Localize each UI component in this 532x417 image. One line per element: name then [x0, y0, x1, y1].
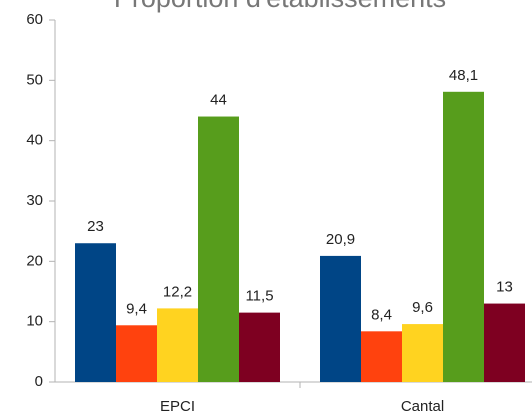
bar: [320, 255, 361, 382]
y-tick-label: 0: [35, 373, 43, 390]
chart-title: Proportion d'établissements: [114, 0, 446, 13]
bar: [361, 331, 402, 382]
x-tick-label: EPCI: [160, 398, 195, 415]
y-tick-label: 50: [26, 71, 43, 88]
data-label: 48,1: [449, 67, 478, 84]
data-label: 20,9: [326, 231, 355, 248]
data-label: 8,4: [371, 306, 392, 323]
y-tick-label: 10: [26, 313, 43, 330]
y-tick-label: 20: [26, 252, 43, 269]
y-tick-label: 40: [26, 132, 43, 149]
y-tick-label: 60: [26, 11, 43, 28]
bar: [116, 325, 157, 382]
data-label: 23: [87, 218, 104, 235]
bar: [75, 243, 116, 382]
bar: [484, 303, 525, 382]
x-tick-label: Cantal: [401, 398, 444, 415]
data-label: 44: [210, 92, 227, 109]
data-label: 9,4: [126, 300, 147, 317]
bar: [239, 312, 280, 382]
bar: [443, 91, 484, 383]
data-label: 9,6: [412, 299, 433, 316]
data-label: 11,5: [245, 288, 273, 305]
y-tick-label: 30: [26, 192, 43, 209]
bar: [198, 116, 239, 383]
data-label: 13: [496, 279, 513, 296]
bar: [402, 324, 443, 382]
data-label: 12,2: [163, 283, 192, 300]
bar: [157, 308, 198, 382]
